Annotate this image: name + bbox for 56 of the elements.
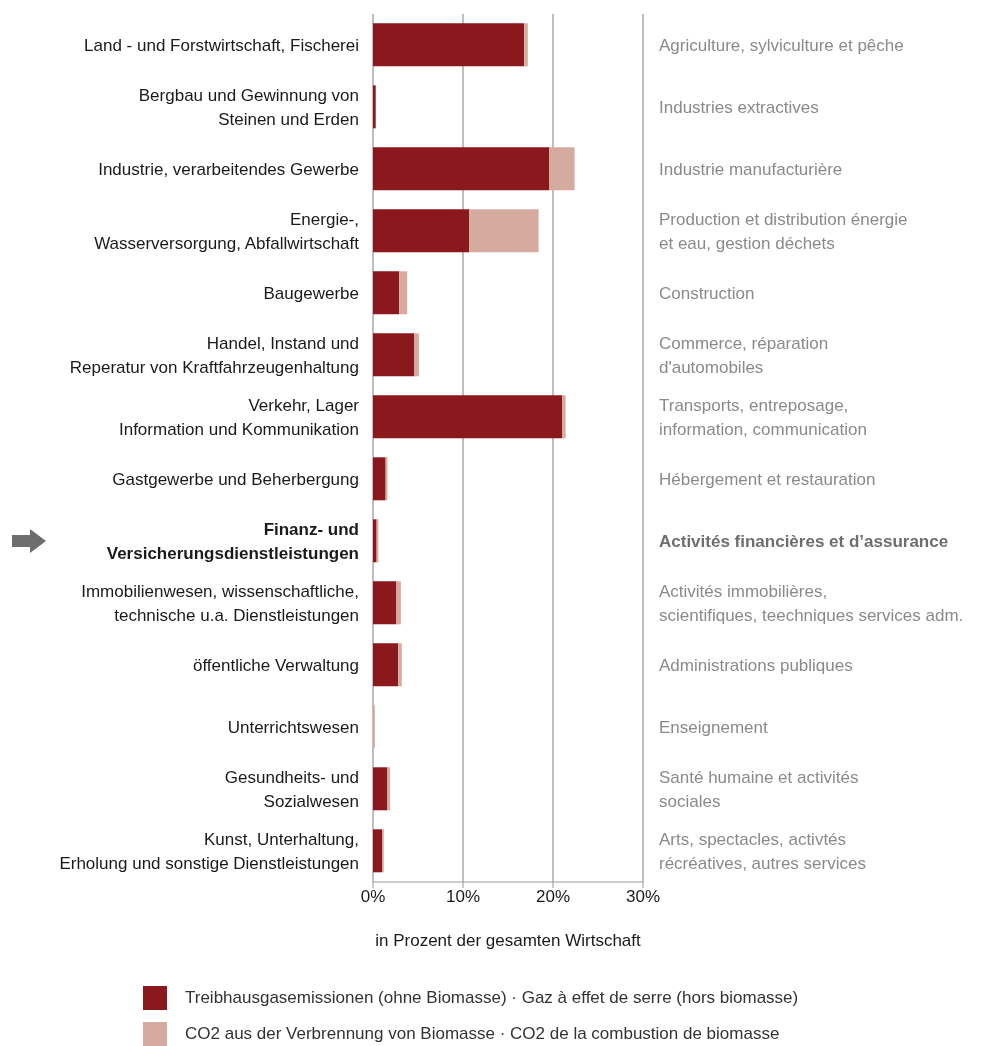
y-tick-label: Immobilienwesen, wissenschaftliche, technische u.a. Dienstleistungen: [81, 581, 359, 625]
bar: [469, 209, 539, 253]
bar: [373, 209, 470, 253]
bar: [373, 581, 397, 625]
text: Commerce, réparation d'automobiles: [659, 333, 829, 377]
x-tick-label: 20%: [535, 887, 571, 907]
bar: [396, 581, 401, 625]
text: Industrie manufacturière: [659, 159, 843, 179]
y-tick-label: Energie-, Wasserversorgung, Abfallwirtschaft: [94, 209, 360, 253]
x-axis-title: in Prozent der gesamten Wirtschaft: [375, 931, 642, 950]
text: Arts, spectacles, activtés récréatives, autres services: [659, 829, 866, 873]
text: Hébergement et restauration: [659, 469, 876, 489]
y-tick-label: Bergbau und Gewinnung von Steinen und Erden: [138, 85, 359, 129]
legend-label: CO2 aus der Verbrennung von Biomasse · CO2 de la combustion de biomasse: [185, 1024, 780, 1044]
x-tick-label: 30%: [625, 887, 661, 907]
bar: [373, 829, 382, 873]
text: Production et distribution énergie et eau, gestion déchets: [659, 209, 908, 253]
text: Construction: [659, 283, 755, 303]
bar: [399, 271, 408, 315]
bar: [398, 643, 402, 687]
text: Industries extractives: [659, 97, 819, 117]
bar: [562, 395, 566, 439]
x-tick-label: 0%: [360, 887, 386, 907]
bar: [373, 767, 388, 811]
bar: [524, 23, 528, 67]
text: Santé humaine et activités sociales: [659, 767, 859, 811]
text: Transports, entreposage, information, communication: [659, 395, 867, 439]
y-tick-label: Baugewerbe: [263, 283, 359, 303]
y-tick-label: Handel, Instand und Reperatur von Kraftfahrzeugenhaltung: [69, 333, 359, 377]
bar: [373, 147, 550, 191]
text: Agriculture, sylviculture et pêche: [659, 35, 904, 55]
y-tick-label: Gastgewerbe und Beherbergung: [112, 469, 359, 489]
bar: [373, 395, 562, 439]
text: Administrations publiques: [659, 655, 853, 675]
bar: [373, 23, 525, 67]
y-tick-label: öffentliche Verwaltung: [192, 655, 359, 675]
y-tick-label: Unterrichtswesen: [227, 717, 359, 737]
bar: [387, 767, 391, 811]
bar: [373, 457, 386, 501]
bar: [373, 271, 400, 315]
y-tick-label: Kunst, Unterhaltung, Erholung und sonstige Dienstleistungen: [59, 829, 359, 873]
text: Activités financières et d’assurance: [659, 531, 949, 551]
bar: [373, 85, 376, 129]
x-tick-label: 10%: [445, 887, 481, 907]
y-tick-label: Verkehr, Lager Information und Kommunikation: [118, 395, 360, 439]
bar: [549, 147, 575, 191]
y-tick-label: Gesundheits- und Sozialwesen: [224, 767, 359, 811]
bar: [414, 333, 419, 377]
text: Activités immobilières, scientifiques, teechniques services adm.: [659, 581, 964, 625]
bar: [373, 643, 399, 687]
y-tick-label: Finanz- und Versicherungsdienstleistungen: [106, 519, 359, 563]
text: Enseignement: [659, 717, 768, 737]
y-tick-label: Land - und Forstwirtschaft, Fischerei: [84, 35, 359, 55]
bar: [373, 333, 415, 377]
legend-label: Treibhausgasemissionen (ohne Biomasse) · Gaz à effet de serre (hors biomasse): [185, 988, 799, 1008]
y-tick-label: Industrie, verarbeitendes Gewerbe: [98, 159, 359, 179]
